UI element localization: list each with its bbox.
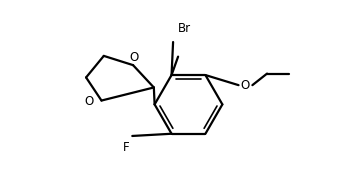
Text: F: F bbox=[123, 141, 129, 154]
Text: O: O bbox=[84, 95, 94, 108]
Text: Br: Br bbox=[178, 22, 191, 35]
Text: O: O bbox=[241, 79, 250, 92]
Text: O: O bbox=[129, 51, 139, 64]
